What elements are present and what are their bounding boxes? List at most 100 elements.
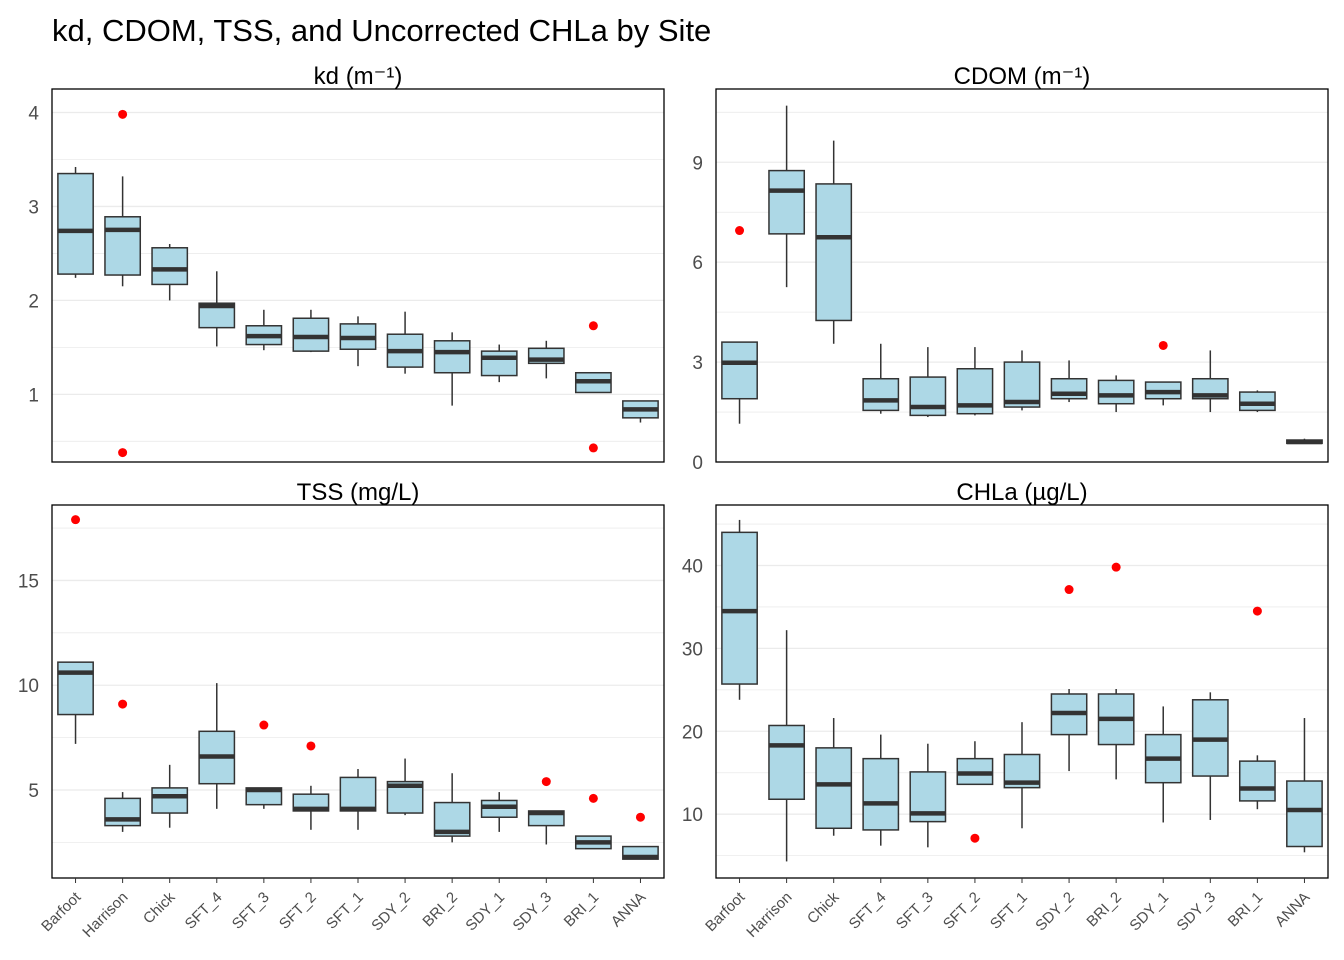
box-body — [815, 183, 853, 322]
box-SFT_1 — [339, 316, 377, 367]
box-SFT_4 — [198, 271, 236, 347]
outlier-point — [970, 833, 980, 843]
panel-title: TSS (mg/L) — [297, 479, 420, 506]
outlier-point — [588, 793, 598, 803]
y-tick-label: 3 — [28, 197, 39, 218]
box-body — [1003, 361, 1041, 408]
box-ANNA — [622, 812, 659, 860]
box-SFT_3 — [245, 720, 283, 809]
box-SDY_2 — [1050, 360, 1088, 403]
outlier-point — [118, 109, 128, 119]
y-tick-label: 4 — [28, 103, 39, 124]
y-tick-label: 2 — [28, 291, 39, 312]
y-tick-label: 30 — [682, 639, 703, 660]
panel-2: 0 3 6 9 CDOM (m⁻¹) — [692, 63, 1329, 474]
y-tick-label: 40 — [682, 557, 703, 578]
outlier-point — [1252, 606, 1262, 616]
box-SDY_3 — [1191, 692, 1229, 820]
box-SFT_2 — [292, 309, 330, 353]
box-SDY_1 — [1144, 706, 1182, 823]
outlier-point — [1064, 585, 1074, 595]
panel-title: CHLa (µg/L) — [956, 479, 1087, 506]
box-SDY_2 — [386, 311, 424, 374]
box-body — [862, 377, 900, 412]
outlier-point — [635, 812, 645, 822]
outlier-point — [735, 226, 745, 236]
box-SFT_4 — [862, 734, 900, 846]
panels-container: 1 2 3 4 kd (m⁻¹) 0 3 6 9 CDOM (m⁻¹) 5 10 15 TSS (mg/L… — [18, 63, 1329, 941]
box-Harrison — [104, 699, 142, 832]
y-tick-label: 9 — [692, 153, 703, 174]
box-ANNA — [1286, 718, 1323, 853]
y-tick-label: 1 — [28, 385, 39, 406]
box-body — [151, 787, 189, 814]
outlier-point — [118, 448, 128, 458]
box-SDY_3 — [527, 777, 565, 845]
box-body — [909, 376, 947, 417]
y-tick-label: 15 — [18, 571, 39, 592]
y-tick-label: 10 — [682, 805, 703, 826]
box-body — [480, 350, 518, 377]
box-BRI_1 — [1238, 606, 1276, 810]
y-tick-label: 6 — [692, 253, 703, 274]
box-body — [1238, 760, 1276, 802]
box-Chick — [815, 718, 853, 836]
y-tick-label: 0 — [692, 453, 703, 474]
box-BRI_2 — [1097, 375, 1135, 413]
box-SFT_4 — [862, 343, 900, 414]
y-tick-label: 10 — [18, 676, 39, 697]
box-body — [721, 341, 758, 400]
box-body — [862, 757, 900, 831]
panel-title: CDOM (m⁻¹) — [954, 63, 1091, 90]
box-SDY_1 — [480, 792, 518, 832]
box-Barfoot — [57, 515, 94, 744]
box-ANNA — [622, 400, 659, 423]
box-body — [768, 724, 806, 801]
box-SDY_1 — [480, 344, 518, 383]
box-Barfoot — [57, 166, 94, 278]
box-body — [104, 216, 142, 276]
box-SDY_1 — [1144, 340, 1182, 406]
box-BRI_1 — [574, 793, 612, 850]
outlier-point — [71, 515, 81, 525]
box-SFT_1 — [1003, 350, 1041, 411]
outlier-point — [1111, 562, 1121, 572]
panel-title: kd (m⁻¹) — [314, 63, 403, 90]
box-SFT_3 — [909, 347, 947, 418]
y-tick-label: 20 — [682, 722, 703, 743]
box-body — [721, 531, 758, 685]
box-SFT_4 — [198, 683, 236, 809]
box-body — [292, 317, 330, 352]
box-SDY_3 — [527, 340, 565, 379]
box-Chick — [151, 244, 189, 301]
box-body — [1097, 379, 1135, 405]
box-SFT_1 — [339, 769, 377, 830]
box-body — [433, 340, 471, 374]
outlier-point — [306, 741, 316, 751]
box-Chick — [815, 140, 853, 344]
box-ANNA — [1286, 438, 1323, 445]
box-Harrison — [768, 630, 806, 862]
box-SFT_3 — [245, 309, 283, 351]
panel-1: 1 2 3 4 kd (m⁻¹) — [28, 63, 665, 463]
box-SFT_2 — [956, 347, 994, 416]
box-SFT_3 — [909, 743, 947, 848]
box-body — [57, 172, 94, 275]
box-BRI_2 — [433, 773, 471, 843]
panel-border — [51, 88, 665, 463]
box-SDY_2 — [386, 758, 424, 816]
box-SFT_2 — [956, 741, 994, 843]
box-SDY_2 — [1050, 585, 1088, 772]
box-body — [1238, 391, 1276, 412]
y-tick-label: 3 — [692, 353, 703, 374]
outlier-point — [588, 443, 598, 453]
outlier-point — [541, 777, 551, 787]
outlier-point — [588, 321, 598, 331]
box-Barfoot — [721, 226, 758, 424]
box-body — [768, 169, 806, 235]
panel-border — [715, 88, 1329, 463]
box-Harrison — [104, 109, 142, 458]
box-SDY_3 — [1191, 350, 1229, 413]
